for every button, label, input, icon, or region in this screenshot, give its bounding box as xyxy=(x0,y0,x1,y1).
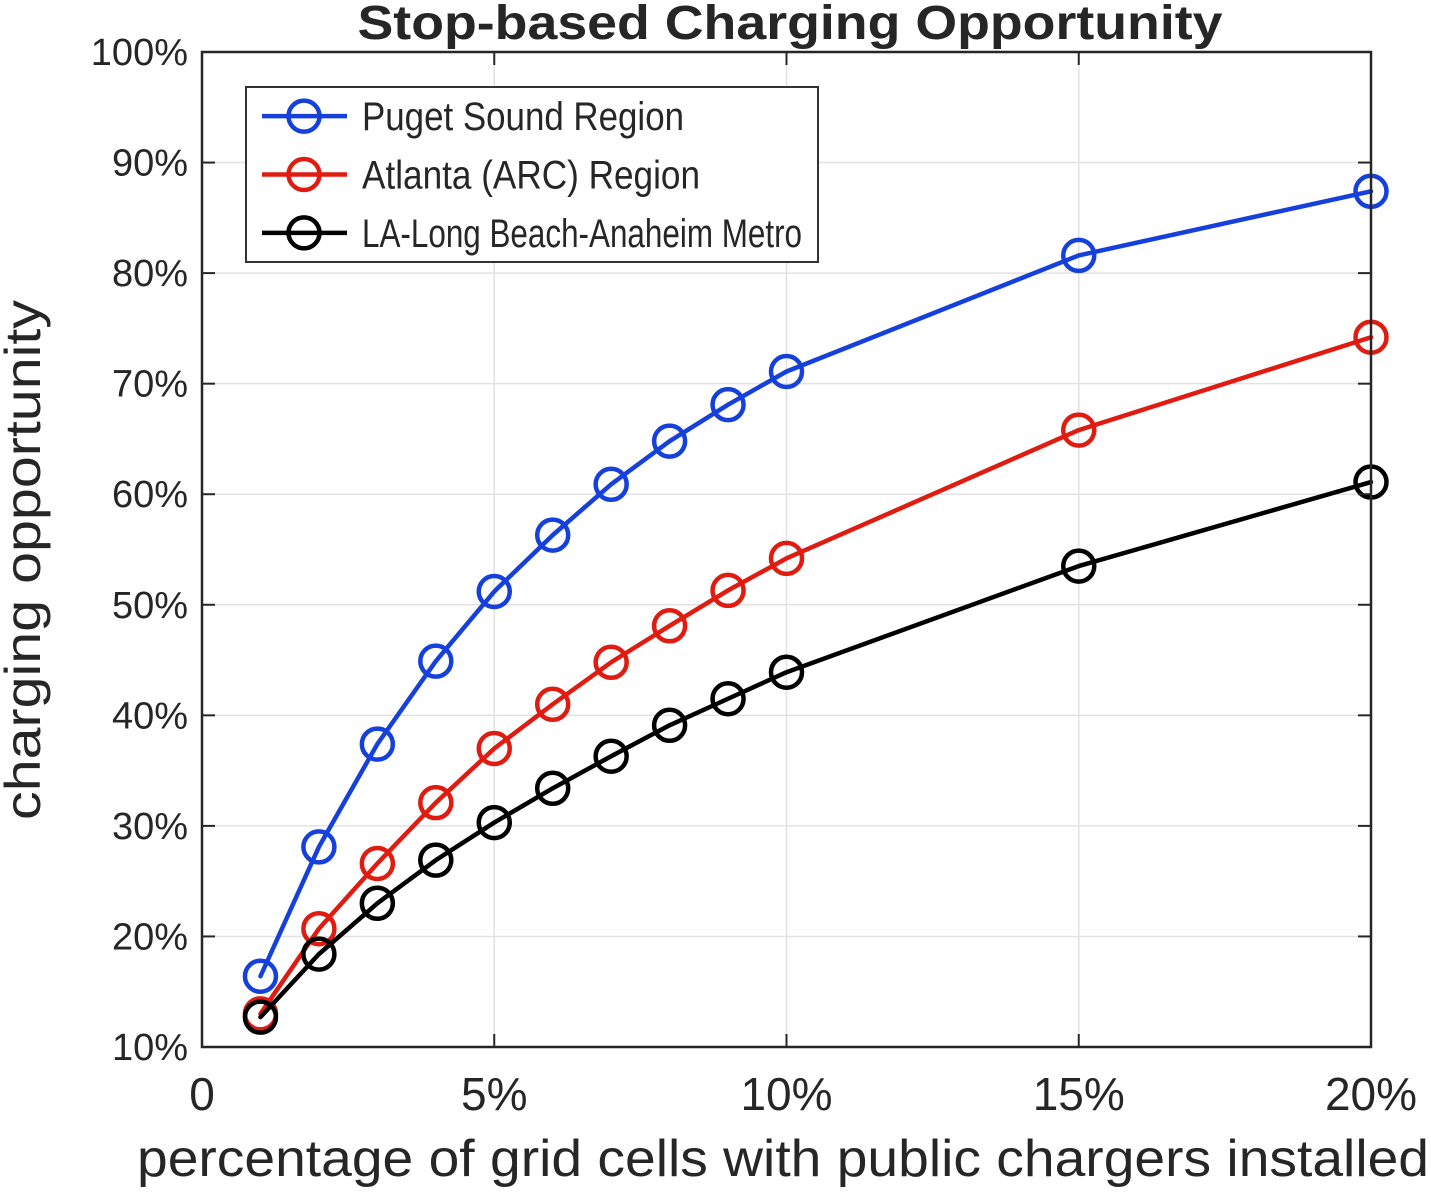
x-tick-label: 0 xyxy=(189,1068,215,1120)
data-point-marker-icon xyxy=(418,784,454,821)
data-point-marker-icon xyxy=(476,804,512,841)
series-1-line xyxy=(242,173,1389,994)
y-tick-label: 100% xyxy=(91,32,188,74)
y-tick-label: 30% xyxy=(112,806,188,848)
data-point-marker-icon xyxy=(301,829,337,865)
data-point-marker-icon xyxy=(1061,548,1097,584)
data-point-marker-icon xyxy=(768,654,805,690)
legend: Puget Sound Region Atlanta (ARC) Region LA… xyxy=(245,86,819,263)
legend-item-label: Atlanta (ARC) Region xyxy=(362,154,700,198)
data-point-marker-icon xyxy=(418,842,454,878)
y-tick-label: 50% xyxy=(112,585,188,627)
series-3-line xyxy=(242,464,1389,1035)
data-point-marker-icon xyxy=(593,644,629,681)
legend-marker-icon xyxy=(286,215,322,251)
data-point-marker-icon xyxy=(1061,412,1097,448)
data-point-marker-icon xyxy=(651,707,688,744)
legend-item-label: LA-Long Beach-Anaheim Metro xyxy=(362,212,802,256)
data-point-marker-icon xyxy=(359,885,396,922)
plot-border xyxy=(200,50,1373,1049)
data-point-marker-icon xyxy=(768,540,805,577)
legend-item-label: Puget Sound Region xyxy=(362,95,684,139)
x-axis-label: percentage of grid cells with public cha… xyxy=(137,1130,1429,1188)
x-tick-label: 20% xyxy=(1325,1068,1417,1120)
data-point-marker-icon xyxy=(651,423,688,459)
data-series xyxy=(242,173,1389,1035)
series-2-line xyxy=(242,319,1389,1032)
data-point-marker-icon xyxy=(242,958,279,994)
data-point-marker-icon xyxy=(359,845,396,882)
data-point-marker-icon xyxy=(710,681,746,717)
y-tick-label: 20% xyxy=(112,916,188,958)
legend-marker-icon xyxy=(286,156,322,193)
legend-item: LA-Long Beach-Anaheim Metro xyxy=(262,212,802,256)
data-point-marker-icon xyxy=(476,730,512,767)
series-line-path xyxy=(258,189,1374,979)
data-point-marker-icon xyxy=(534,686,571,723)
data-point-marker-icon xyxy=(710,386,746,423)
chart-title: Stop-based Charging Opportunity xyxy=(358,0,1223,50)
data-point-marker-icon xyxy=(651,608,688,644)
legend-marker-icon xyxy=(286,98,322,134)
data-point-marker-icon xyxy=(359,726,396,762)
data-point-marker-icon xyxy=(301,936,337,972)
y-tick-label: 60% xyxy=(112,474,188,516)
y-axis-label: charging opportunity xyxy=(0,300,51,820)
legend-item: Puget Sound Region xyxy=(262,95,684,139)
x-tick-label: 5% xyxy=(461,1068,527,1120)
tick-labels: 0 5% 10% 15% 20% 10% 20% 30% 40% 50% 60% 70% 80% 90% 1… xyxy=(91,32,1417,1120)
data-point-marker-icon xyxy=(1061,237,1097,274)
data-point-marker-icon xyxy=(593,738,629,774)
data-point-marker-icon xyxy=(710,572,746,609)
x-tick-label: 10% xyxy=(740,1068,832,1120)
data-point-marker-icon xyxy=(534,770,571,807)
data-point-marker-icon xyxy=(768,353,805,390)
legend-item: Atlanta (ARC) Region xyxy=(262,154,700,198)
y-tick-label: 90% xyxy=(112,143,188,185)
y-tick-label: 70% xyxy=(112,364,188,406)
y-tick-label: 10% xyxy=(112,1027,188,1069)
data-point-marker-icon xyxy=(418,643,454,679)
data-point-marker-icon xyxy=(534,517,571,553)
series-line-path xyxy=(258,479,1374,1020)
data-point-marker-icon xyxy=(301,910,337,947)
data-point-marker-icon xyxy=(242,999,279,1035)
y-tick-label: 40% xyxy=(112,695,188,737)
data-point-marker-icon xyxy=(593,466,629,503)
x-tick-label: 15% xyxy=(1033,1068,1125,1120)
data-point-marker-icon xyxy=(476,573,512,610)
y-tick-label: 80% xyxy=(112,253,188,295)
axes-frame xyxy=(200,50,1373,1049)
